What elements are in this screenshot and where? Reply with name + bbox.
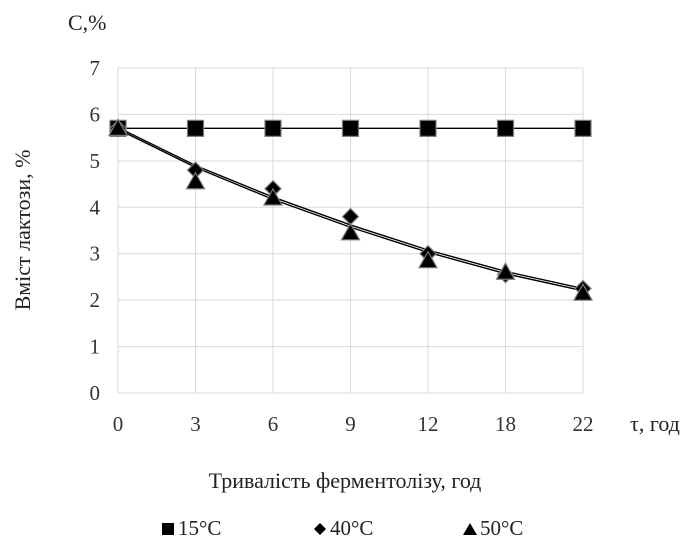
- y-tick-label: 4: [90, 195, 101, 219]
- square-marker-icon: [162, 522, 174, 535]
- x-axis-title: Тривалість ферментолізу, год: [209, 468, 482, 493]
- x-tick-label: 22: [573, 412, 594, 436]
- triangle-marker-icon: [463, 522, 477, 535]
- triangle-marker: [495, 262, 516, 280]
- triangle-marker: [262, 187, 284, 206]
- x-tick-labels: 0 3 6 9 12 18 22: [113, 412, 594, 436]
- legend-item-50c: 50°C: [462, 516, 523, 541]
- y-tick-label: 6: [90, 102, 101, 126]
- x-tick-label: 18: [495, 412, 516, 436]
- y-tick-label: 0: [90, 381, 101, 405]
- legend-item-40c: 40°C: [312, 516, 373, 541]
- x-tick-label: 3: [190, 412, 201, 436]
- x-tick-label: 6: [268, 412, 279, 436]
- x-tick-label: 0: [113, 412, 124, 436]
- square-marker: [264, 119, 282, 137]
- x-tick-label: 9: [345, 412, 356, 436]
- square-marker: [496, 119, 515, 137]
- square-marker: [419, 119, 437, 137]
- square-marker: [186, 119, 205, 137]
- triangle-marker: [417, 250, 439, 269]
- data-markers: [107, 118, 594, 301]
- y-tick-label: 1: [90, 335, 101, 359]
- legend-label: 40°C: [330, 516, 374, 540]
- diamond-marker: [341, 207, 360, 226]
- triangle-marker: [572, 282, 594, 301]
- y-axis-title: Вміст лактози, %: [10, 150, 35, 311]
- diamond-marker-icon: [314, 522, 326, 535]
- x-axis-right-label: τ, год: [630, 411, 680, 436]
- y-tick-label: 2: [90, 288, 101, 312]
- x-tick-label: 12: [418, 412, 439, 436]
- y-tick-label: 5: [90, 149, 101, 173]
- triangle-marker: [340, 222, 361, 241]
- y-tick-labels: 0 1 2 3 4 5 6 7: [90, 56, 101, 405]
- y-tick-label: 7: [90, 56, 101, 80]
- legend-label: 50°C: [480, 516, 524, 540]
- y-axis-top-label: C,%: [68, 10, 107, 35]
- legend-item-15c: 15°C: [160, 516, 221, 541]
- legend: 15°C 40°C 50°C: [0, 516, 690, 542]
- legend-label: 15°C: [178, 516, 222, 540]
- triangle-marker: [185, 171, 206, 190]
- square-marker: [341, 119, 360, 137]
- triangle-marker: [107, 118, 129, 136]
- square-marker: [574, 119, 592, 137]
- y-tick-label: 3: [90, 242, 101, 266]
